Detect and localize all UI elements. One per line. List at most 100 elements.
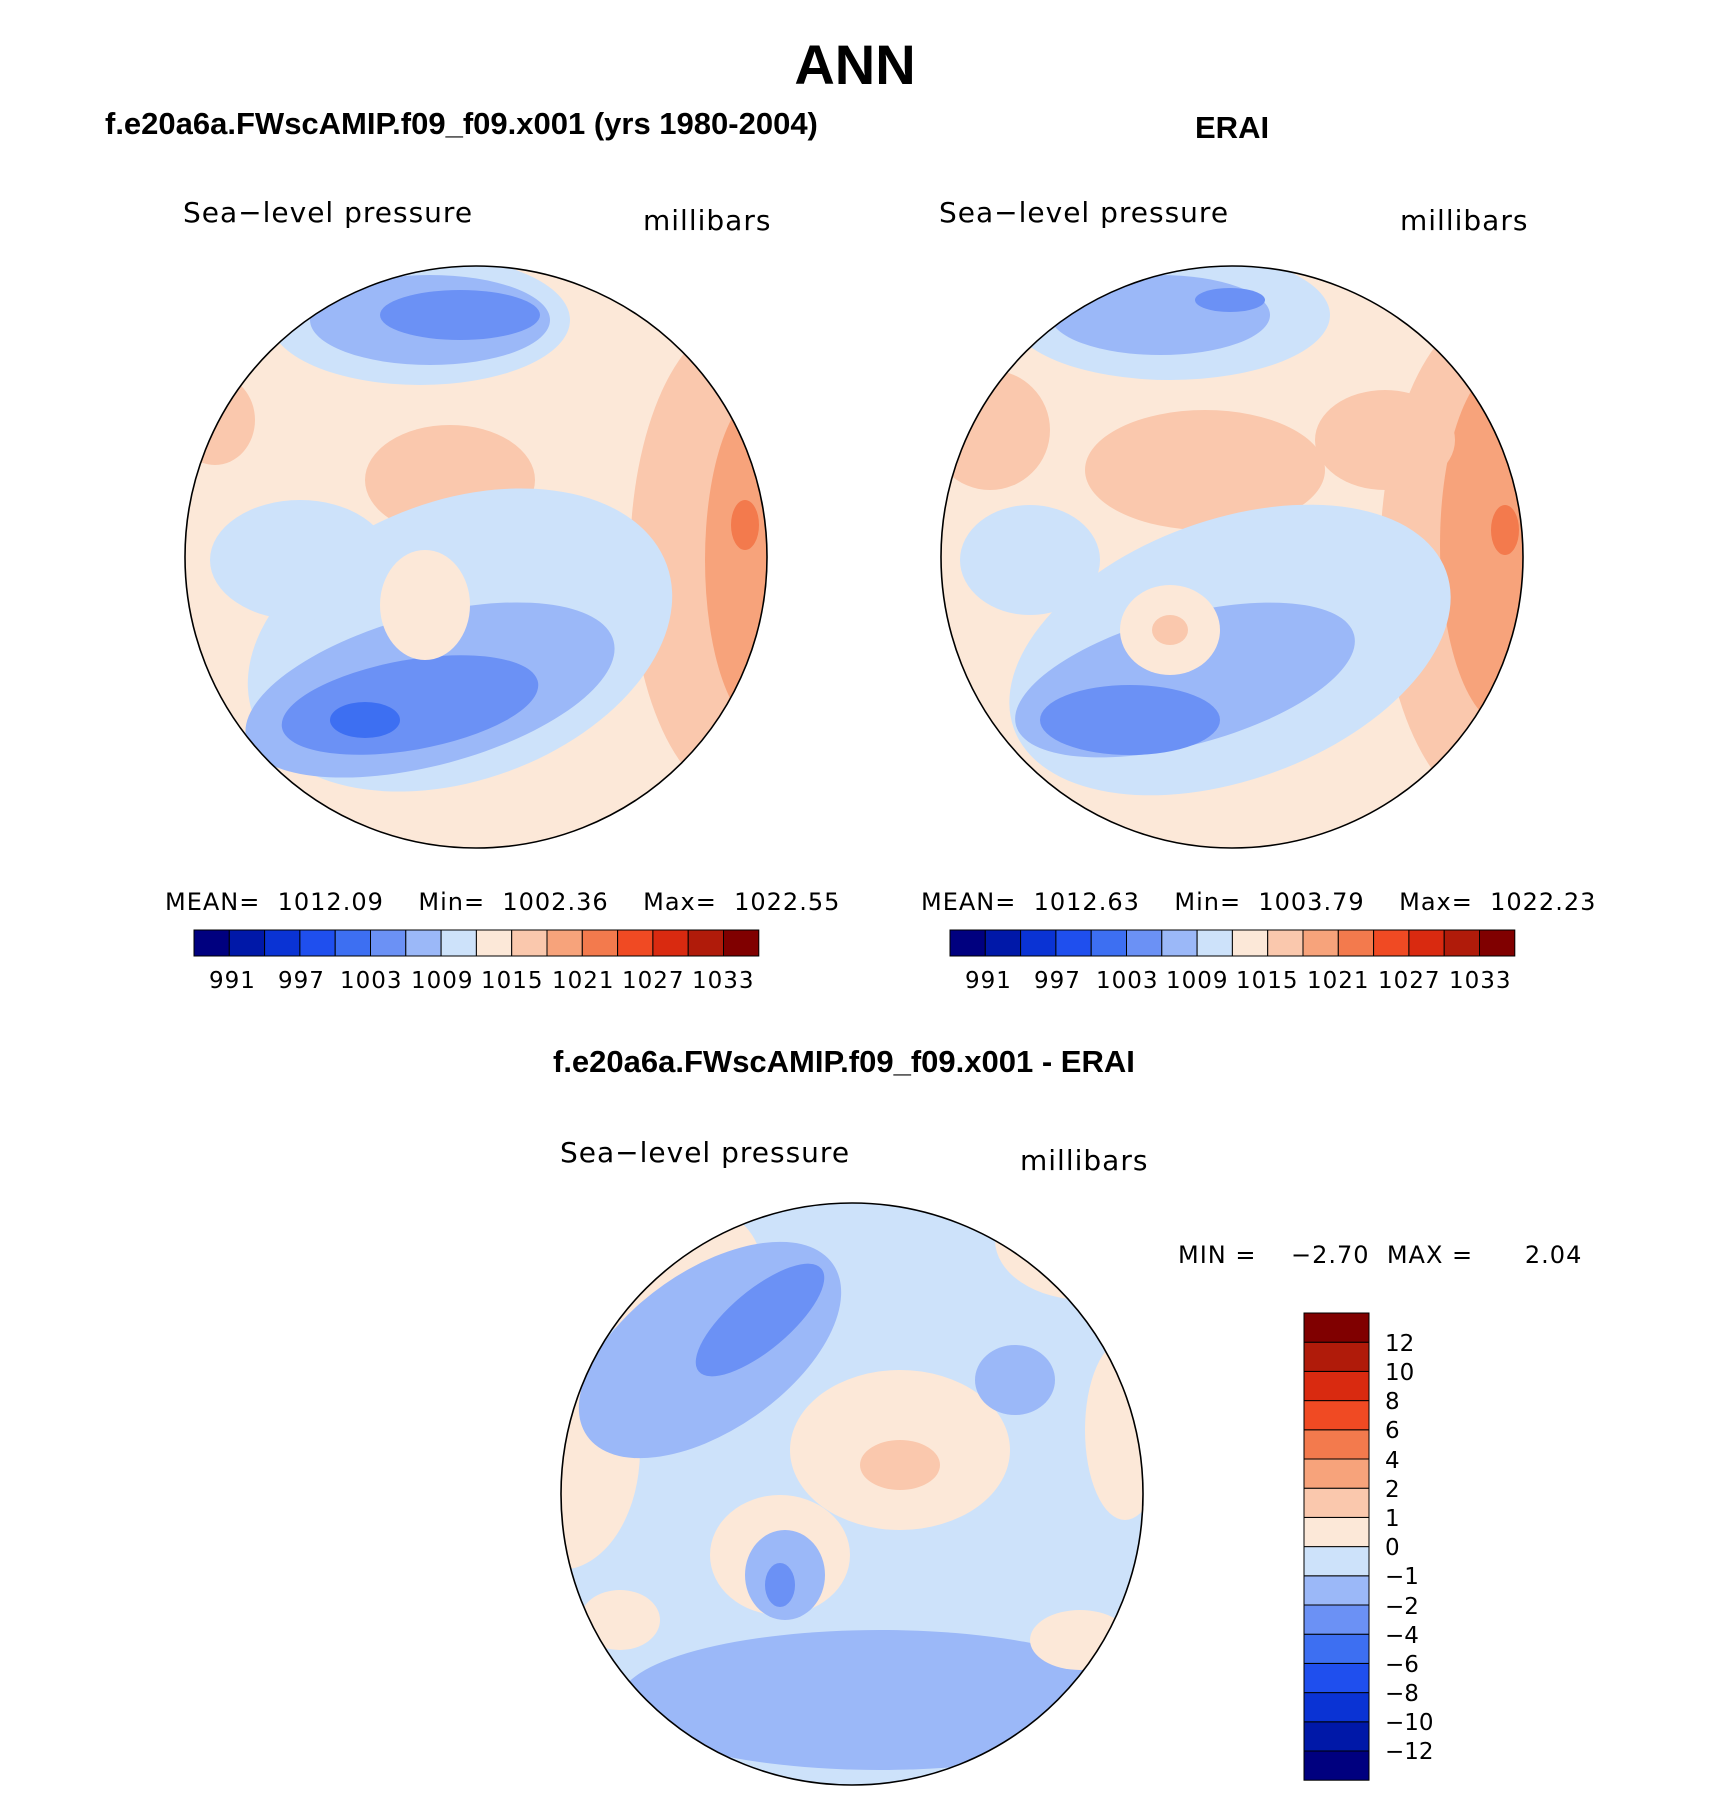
colorbar-tick: 1003 <box>1096 968 1159 994</box>
colorbar-tick: 1021 <box>1307 968 1370 994</box>
colorbar-swatch <box>617 929 654 957</box>
colorbar-tick: −12 <box>1385 1739 1434 1765</box>
model-panel-title: f.e20a6a.FWscAMIP.f09_f09.x001 (yrs 1980… <box>105 106 818 141</box>
diff-panel-title: f.e20a6a.FWscAMIP.f09_f09.x001 - ERAI <box>553 1044 1135 1079</box>
colorbar-swatch <box>1303 1312 1370 1343</box>
colorbar-swatch <box>1055 929 1092 957</box>
colorbar-tick: 1033 <box>692 968 755 994</box>
colorbar-swatch <box>1267 929 1304 957</box>
colorbar-swatch <box>370 929 407 957</box>
colorbar-tick: 1009 <box>411 968 474 994</box>
colorbar-swatch <box>1303 1750 1370 1781</box>
colorbar-swatch <box>1443 929 1480 957</box>
diff-field-label: Sea−level pressure <box>560 1136 851 1169</box>
colorbar-swatch <box>1408 929 1445 957</box>
obs-min-label: Min= <box>1174 888 1242 916</box>
colorbar-swatch <box>949 929 986 957</box>
colorbar-swatch <box>228 929 266 957</box>
colorbar-swatch <box>581 929 619 957</box>
colorbar-tick: 12 <box>1385 1331 1415 1357</box>
colorbar-swatch <box>1303 1662 1370 1694</box>
model-units-label: millibars <box>643 204 772 237</box>
diff-max-label: MAX = <box>1386 1241 1474 1269</box>
colorbar-tick: 8 <box>1385 1389 1400 1415</box>
colorbar-tick: 4 <box>1385 1448 1400 1474</box>
diff-min-label: MIN = <box>1178 1241 1257 1269</box>
model-max-value: 1022.55 <box>734 888 841 916</box>
colorbar-swatch <box>546 929 583 957</box>
colorbar-tick: 1003 <box>340 968 403 994</box>
colorbar-swatch <box>1303 1546 1370 1577</box>
model-mean-value: 1012.09 <box>277 888 384 916</box>
diff-colorbar <box>1303 1312 1370 1781</box>
colorbar-tick: −8 <box>1385 1681 1419 1707</box>
colorbar-swatch <box>511 929 548 957</box>
model-min-label: Min= <box>418 888 486 916</box>
colorbar-swatch <box>1303 1575 1370 1606</box>
colorbar-swatch <box>723 929 760 957</box>
colorbar-tick: 1009 <box>1166 968 1229 994</box>
colorbar-swatch <box>334 929 372 957</box>
colorbar-swatch <box>1303 1458 1370 1489</box>
colorbar-swatch <box>1126 929 1163 957</box>
obs-min-value: 1003.79 <box>1258 888 1365 916</box>
colorbar-tick: −2 <box>1385 1594 1419 1620</box>
colorbar-tick: 997 <box>1034 968 1081 994</box>
colorbar-swatch <box>264 929 301 957</box>
obs-map <box>940 265 1524 849</box>
obs-stats: MEAN= 1012.63 Min= 1003.79 Max= 1022.23 <box>921 888 1596 916</box>
colorbar-tick: 991 <box>209 968 256 994</box>
colorbar-tick: 997 <box>278 968 325 994</box>
colorbar-swatch <box>1303 1400 1370 1431</box>
diff-min-value: −2.70 <box>1291 1241 1370 1269</box>
obs-panel-title: ERAI <box>1195 110 1270 145</box>
colorbar-swatch <box>440 929 477 957</box>
colorbar-swatch <box>984 929 1022 957</box>
colorbar-tick: 1027 <box>1378 968 1441 994</box>
colorbar-tick: 1021 <box>552 968 615 994</box>
colorbar-swatch <box>1302 929 1339 957</box>
obs-max-label: Max= <box>1399 888 1473 916</box>
obs-colorbar <box>949 929 1516 957</box>
colorbar-swatch <box>1303 1370 1370 1402</box>
colorbar-swatch <box>1161 929 1198 957</box>
colorbar-swatch <box>1090 929 1127 957</box>
diff-map <box>560 1202 1144 1786</box>
colorbar-swatch <box>1303 1692 1370 1723</box>
colorbar-swatch <box>1373 929 1410 957</box>
colorbar-swatch <box>652 929 689 957</box>
colorbar-swatch <box>687 929 725 957</box>
colorbar-swatch <box>1303 1516 1370 1548</box>
colorbar-tick: 2 <box>1385 1477 1400 1503</box>
colorbar-tick: 1 <box>1385 1506 1400 1532</box>
colorbar-tick: −10 <box>1385 1710 1434 1736</box>
colorbar-swatch <box>1303 1633 1370 1664</box>
model-min-value: 1002.36 <box>502 888 609 916</box>
model-stats: MEAN= 1012.09 Min= 1002.36 Max= 1022.55 <box>165 888 840 916</box>
figure-title: ANN <box>794 33 916 96</box>
colorbar-swatch <box>299 929 336 957</box>
colorbar-tick: 1015 <box>1236 968 1299 994</box>
colorbar-tick: −4 <box>1385 1623 1419 1649</box>
model-colorbar <box>193 929 760 957</box>
diff-max-value: 2.04 <box>1524 1241 1583 1269</box>
colorbar-swatch <box>1020 929 1057 957</box>
colorbar-swatch <box>405 929 442 957</box>
colorbar-tick: 991 <box>965 968 1012 994</box>
colorbar-tick: 1027 <box>622 968 685 994</box>
colorbar-swatch <box>1303 1604 1370 1635</box>
colorbar-swatch <box>1303 1721 1370 1752</box>
obs-mean-value: 1012.63 <box>1033 888 1140 916</box>
model-map <box>184 265 768 849</box>
colorbar-tick: 6 <box>1385 1418 1400 1444</box>
colorbar-swatch <box>1303 1429 1370 1460</box>
obs-max-value: 1022.23 <box>1490 888 1597 916</box>
colorbar-tick: 10 <box>1385 1360 1415 1386</box>
colorbar-tick: −6 <box>1385 1652 1419 1678</box>
diff-units-label: millibars <box>1020 1144 1149 1177</box>
colorbar-swatch <box>1303 1487 1370 1518</box>
colorbar-swatch <box>1303 1341 1370 1372</box>
model-max-label: Max= <box>643 888 717 916</box>
obs-units-label: millibars <box>1400 204 1529 237</box>
